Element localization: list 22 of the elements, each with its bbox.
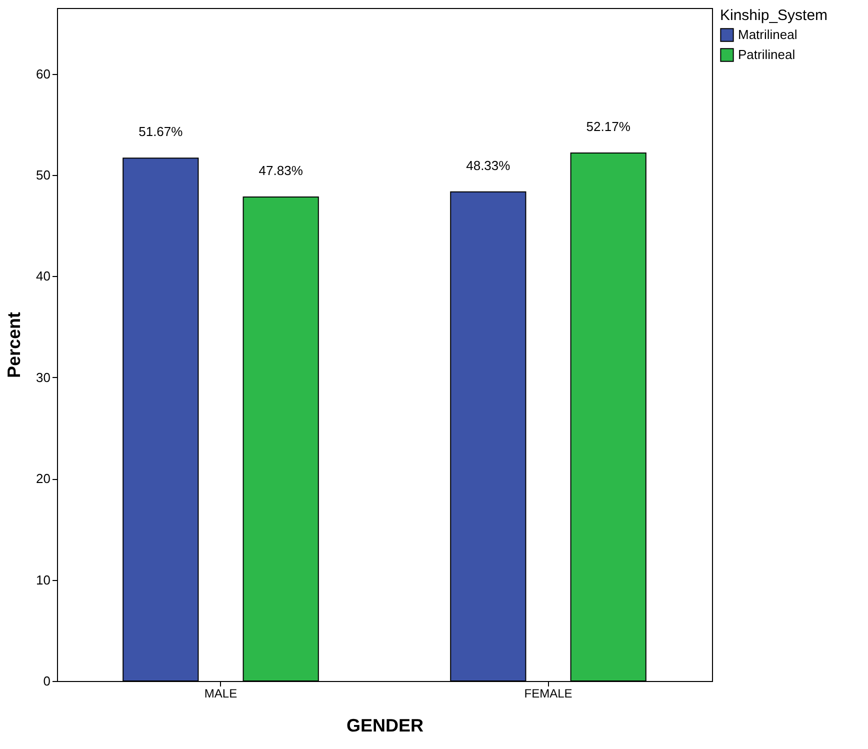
- legend-label: Patrilineal: [738, 47, 796, 62]
- y-tick-label: 30: [36, 370, 50, 385]
- y-tick-label: 60: [36, 66, 50, 82]
- bar: [242, 196, 319, 682]
- data-label: 48.33%: [466, 158, 511, 173]
- data-label: 51.67%: [138, 124, 184, 140]
- bar: [122, 158, 199, 682]
- legend-label: Matrilineal: [738, 27, 798, 42]
- x-axis-title: GENDER: [346, 716, 424, 736]
- x-tick-label: FEMALE: [524, 686, 572, 700]
- y-tick-label: 40: [36, 268, 50, 284]
- data-label: 47.83%: [258, 162, 304, 178]
- y-tick-label: 0: [43, 674, 50, 688]
- bar: [450, 191, 526, 682]
- legend-title: Kinship_System: [720, 7, 828, 24]
- bar: [570, 152, 646, 682]
- y-tick-label: 50: [36, 167, 50, 182]
- y-tick-label: 20: [36, 471, 50, 486]
- x-tick-label: MALE: [204, 686, 238, 700]
- y-axis-title: Percent: [4, 312, 24, 378]
- y-tick-label: 10: [36, 572, 50, 588]
- data-label: 52.17%: [586, 119, 631, 134]
